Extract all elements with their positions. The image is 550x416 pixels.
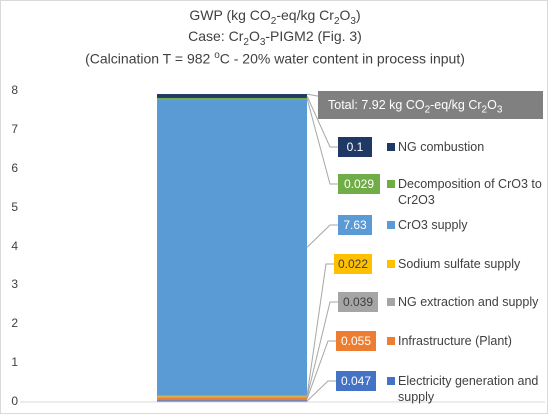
- y-tick-label: 3: [11, 277, 18, 292]
- chart-title-line-2: Case: Cr2O3-PIGM2 (Fig. 3): [188, 28, 362, 48]
- legend-swatch: [387, 337, 395, 345]
- data-label: 0.039: [338, 292, 378, 312]
- total-leader-line: [306, 93, 319, 97]
- legend-swatch: [387, 143, 395, 151]
- leader-line: [306, 340, 336, 400]
- leader-line: [306, 263, 334, 396]
- y-tick-label: 8: [11, 83, 18, 97]
- y-tick-label: 5: [11, 199, 18, 214]
- legend-label: NG combustion: [398, 140, 485, 154]
- leader-line: [306, 380, 336, 402]
- legend-swatch: [387, 180, 395, 188]
- chart-title-line-1: GWP (kg CO2-eq/kg Cr2O3): [189, 7, 361, 27]
- legend-label: CrO3 supply: [398, 218, 468, 232]
- bar-segment: [157, 398, 307, 401]
- y-tick-label: 6: [11, 160, 18, 175]
- legend-swatch: [387, 221, 395, 229]
- legend-swatch: [387, 260, 395, 268]
- legend-label: Infrastructure (Plant): [398, 334, 512, 348]
- bar-segment: [157, 395, 307, 397]
- data-label: 0.022: [334, 254, 372, 274]
- legend-swatch: [387, 377, 395, 385]
- leader-line: [306, 224, 338, 248]
- bar-segment: [157, 94, 307, 98]
- chart-title-line-3: (Calcination T = 982 oC - 20% water cont…: [85, 50, 465, 67]
- legend-label: Sodium sulfate supply: [398, 257, 521, 271]
- y-tick-label: 1: [11, 355, 18, 370]
- leader-line: [306, 301, 338, 398]
- leader-line: [306, 95, 338, 148]
- bar-segment: [157, 400, 307, 402]
- legend-label: NG extraction and supply: [398, 295, 539, 309]
- data-label: 0.047: [336, 371, 376, 391]
- bar-segment: [157, 99, 307, 396]
- legend-label: Electricity generation and supply: [398, 374, 539, 404]
- data-label: 0.1: [338, 137, 372, 157]
- y-tick-label: 4: [11, 238, 18, 253]
- total-label: Total: 7.92 kg CO2-eq/kg Cr2O3: [318, 91, 543, 119]
- data-label: 7.63: [338, 215, 372, 235]
- data-label: 0.029: [338, 174, 380, 194]
- y-tick-label: 7: [11, 121, 18, 136]
- bar-segment: [157, 396, 307, 399]
- legend-swatch: [387, 298, 395, 306]
- legend-label: Decomposition of CrO3 to Cr2O3: [398, 177, 542, 207]
- bar-segment: [157, 97, 307, 100]
- y-tick-label: 2: [11, 316, 18, 331]
- data-label: 0.055: [336, 331, 376, 351]
- y-tick-label: 0: [11, 394, 18, 408]
- leader-line: [306, 98, 338, 185]
